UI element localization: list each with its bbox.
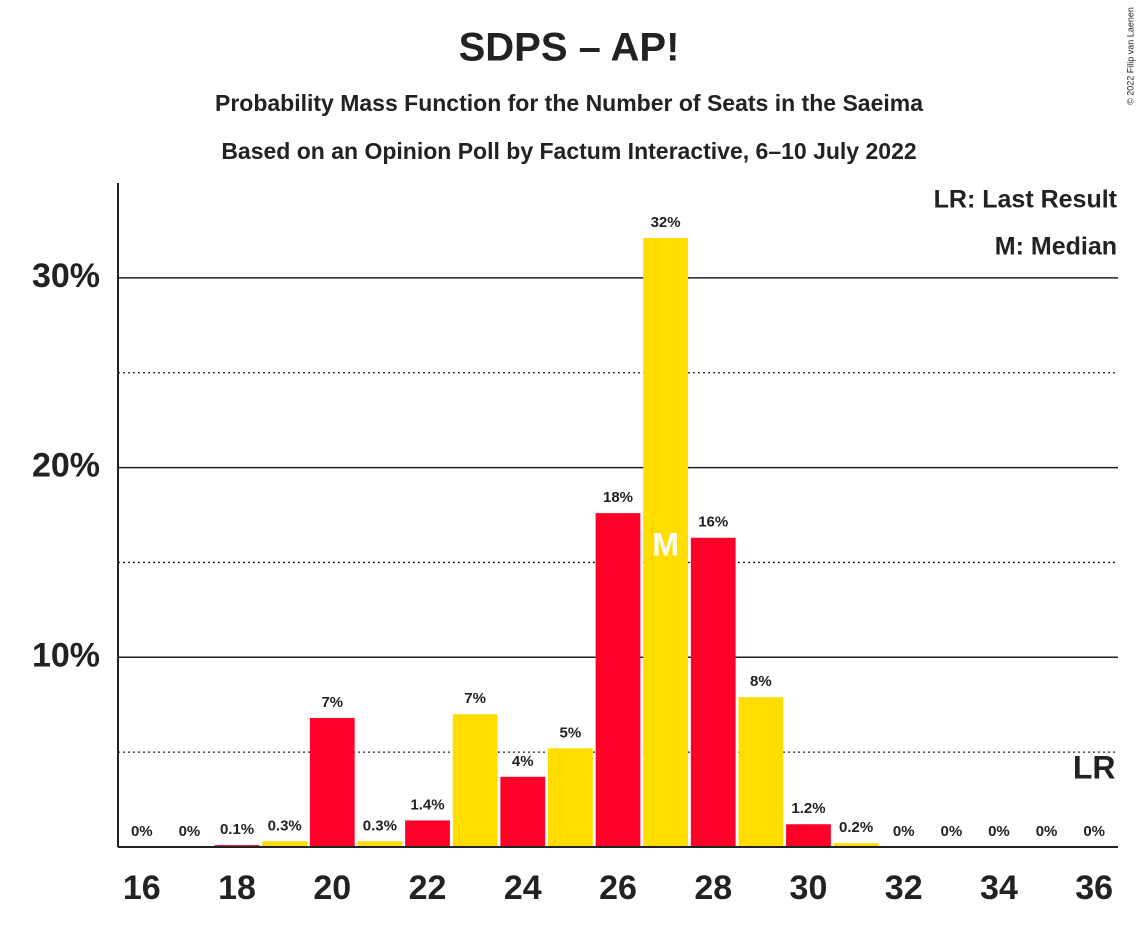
value-label: 0% xyxy=(179,823,201,840)
bar xyxy=(738,697,784,847)
last-result-marker: LR xyxy=(1073,749,1116,785)
value-label: 7% xyxy=(464,690,486,707)
bar xyxy=(833,843,879,847)
x-tick-label: 34 xyxy=(980,869,1018,907)
value-label: 0.1% xyxy=(220,821,254,838)
value-label: 4% xyxy=(512,753,534,770)
x-tick-label: 22 xyxy=(409,869,447,907)
value-label: 7% xyxy=(321,694,343,711)
value-label: 0% xyxy=(988,823,1010,840)
x-tick-label: 24 xyxy=(504,869,542,907)
x-tick-label: 32 xyxy=(885,869,923,907)
y-tick-label: 20% xyxy=(32,447,100,485)
bar xyxy=(405,820,450,847)
bar xyxy=(452,714,498,847)
value-label: 0% xyxy=(940,823,962,840)
value-label: 0% xyxy=(131,823,153,840)
value-label: 0.3% xyxy=(268,817,302,834)
y-tick-label: 10% xyxy=(32,636,100,674)
x-tick-label: 18 xyxy=(218,869,256,907)
value-label: 0.2% xyxy=(839,819,873,836)
value-label: 1.2% xyxy=(791,800,825,817)
legend-entry: M: Median xyxy=(995,233,1117,261)
value-label: 8% xyxy=(750,673,772,690)
copyright: © 2022 Filip van Laenen xyxy=(1125,7,1135,105)
legend-entry: LR: Last Result xyxy=(934,186,1118,214)
median-marker: M xyxy=(652,526,679,562)
value-label: 0% xyxy=(1036,823,1058,840)
bar xyxy=(309,717,355,847)
chart-title: SDPS – AP! xyxy=(459,26,680,70)
y-tick-label: 30% xyxy=(32,257,100,295)
value-label: 18% xyxy=(603,489,633,506)
value-label: 1.4% xyxy=(410,796,444,813)
x-tick-label: 20 xyxy=(313,869,351,907)
bar xyxy=(357,841,403,847)
x-tick-label: 30 xyxy=(790,869,828,907)
value-label: 0% xyxy=(1083,823,1105,840)
bar xyxy=(548,748,593,847)
bar xyxy=(595,513,641,847)
value-label: 16% xyxy=(698,514,728,531)
bar xyxy=(643,238,688,847)
bar xyxy=(500,776,546,847)
bar xyxy=(262,841,308,847)
value-label: 0.3% xyxy=(363,817,397,834)
value-label: 5% xyxy=(560,724,582,741)
bar xyxy=(690,537,736,847)
x-tick-label: 16 xyxy=(123,869,161,907)
x-tick-label: 28 xyxy=(694,869,732,907)
value-label: 32% xyxy=(651,214,681,231)
bar xyxy=(786,824,831,847)
value-label: 0% xyxy=(893,823,915,840)
x-tick-label: 26 xyxy=(599,869,637,907)
chart-subtitle: Based on an Opinion Poll by Factum Inter… xyxy=(221,138,916,164)
x-tick-label: 36 xyxy=(1075,869,1113,907)
chart-subtitle: Probability Mass Function for the Number… xyxy=(215,90,923,116)
